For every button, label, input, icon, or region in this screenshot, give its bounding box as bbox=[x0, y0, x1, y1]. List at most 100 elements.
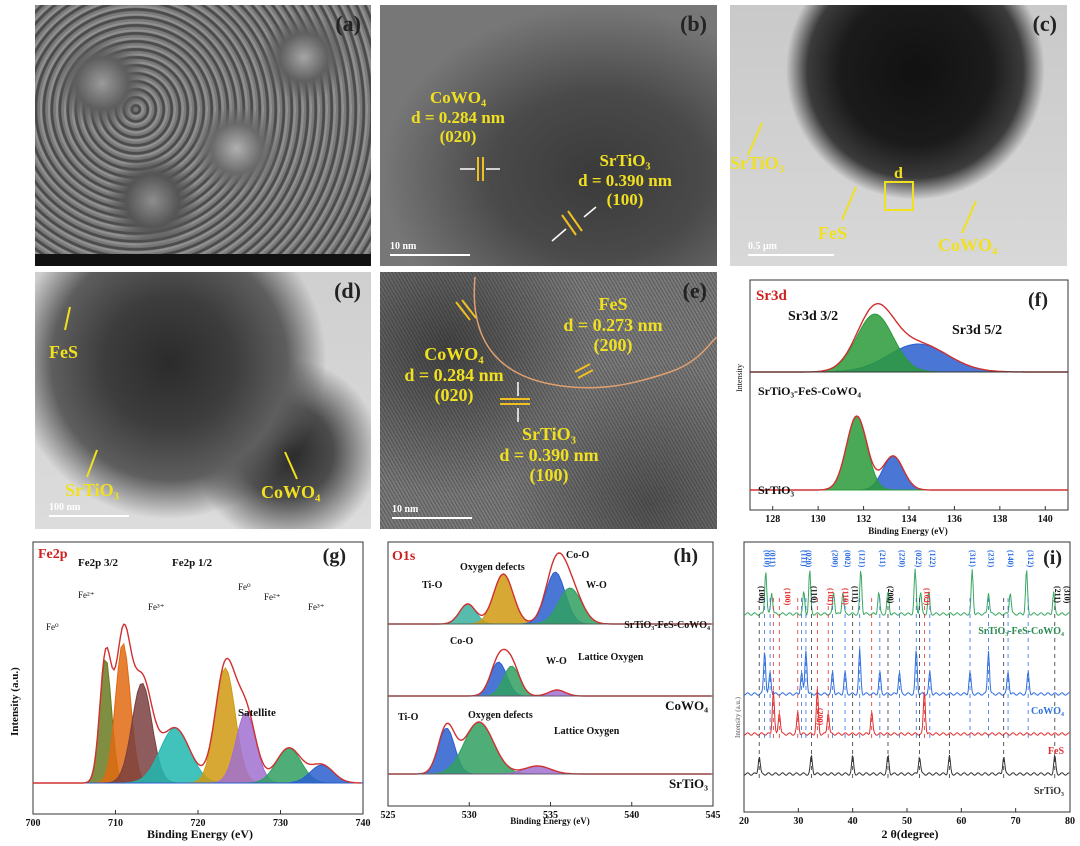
srtio3-annotation: SrTiO₃ d = 0.390 nm (100) bbox=[484, 424, 614, 486]
fe2p-chart: 700 710 720 730 740 Fe2p (g) Fe2p 3/2 Fe2p 1… bbox=[9, 541, 371, 841]
xrd-chart: (010)(011) (111)(020) (200) (002) (121) (211)… bbox=[734, 541, 1075, 841]
fe2p-x-tick-label: 730 bbox=[273, 818, 288, 829]
srtio3-label: SrTiO₃ bbox=[599, 151, 651, 170]
sample-label-composite: SrTiO₃-FeS-CoWO₄ bbox=[758, 384, 861, 398]
fes-label: FeS bbox=[598, 294, 628, 314]
fe3plus-label-a: Fe³⁺ bbox=[148, 602, 165, 612]
panel-label: (b) bbox=[680, 11, 707, 36]
sample-label-srtio3: SrTiO₃ bbox=[758, 483, 794, 497]
scale-bar: 0.5 μm bbox=[748, 241, 834, 256]
panel-label: (i) bbox=[1043, 547, 1062, 569]
satellite-peak-2 bbox=[33, 764, 364, 784]
cowo4-d-spacing: d = 0.284 nm bbox=[411, 107, 505, 127]
cowo4-annotation: CoWO₄ d = 0.284 nm (020) bbox=[394, 344, 514, 406]
fes-label: FeS bbox=[818, 223, 847, 243]
sr3d-chart: 128 130 132 134 136 138 140 Sr3d (f) Sr3d 3/2 … bbox=[735, 279, 1069, 536]
sr3d-x-tick-label: 138 bbox=[992, 514, 1007, 525]
sample-label-fes: FeS bbox=[1048, 746, 1065, 757]
sr3d52-peak-srtio3 bbox=[750, 455, 1068, 491]
fes-hkl-label: (100) bbox=[783, 588, 792, 606]
chart-title: Fe2p bbox=[38, 547, 68, 562]
y-axis-label: Intensity (a.u.) bbox=[734, 696, 742, 738]
fes-label: FeS bbox=[49, 342, 78, 362]
cowo4-hkl-label: (020) bbox=[804, 550, 813, 568]
panel-label: (e) bbox=[682, 278, 707, 303]
xrd-pattern-2 bbox=[743, 688, 1070, 736]
chart-title: Sr3d bbox=[756, 288, 788, 304]
xrd-x-tick-label: 30 bbox=[793, 816, 803, 827]
panel-c-tem-image: (c) SrTiO₃ FeS d CoWO₄ 0.5 μm bbox=[730, 5, 1067, 266]
sample-label-composite: SrTiO₃-FeS-CoWO₄ bbox=[624, 620, 710, 631]
srtio3-label: SrTiO₃ bbox=[730, 153, 785, 173]
srtio3-hkl: (100) bbox=[529, 465, 569, 486]
xrd-x-tick-label: 70 bbox=[1011, 816, 1021, 827]
fe0-label-a: Fe⁰ bbox=[46, 622, 59, 632]
y-axis-label: Intensity bbox=[735, 364, 744, 392]
o1s-x-tick-label: 545 bbox=[706, 810, 721, 821]
y-axis-label: Intensity (a.u.) bbox=[9, 667, 21, 736]
arrows bbox=[747, 122, 977, 234]
peak-label-co-o-2: Co-O bbox=[450, 636, 474, 647]
xrd-x-tick-label: 40 bbox=[848, 816, 858, 827]
peak-label-ti-o-1: Ti-O bbox=[422, 580, 443, 591]
sr3d-x-tick-label: 134 bbox=[902, 514, 917, 525]
peak-label-sr3d32: Sr3d 3/2 bbox=[788, 309, 838, 324]
cowo4-hkl-label: (002) bbox=[843, 550, 852, 568]
fe2p-x-tick-label: 710 bbox=[108, 818, 123, 829]
cowo4-label: CoWO₄ bbox=[938, 235, 998, 255]
peak-label-co-o-1: Co-O bbox=[566, 550, 590, 561]
panel-label: (h) bbox=[674, 545, 698, 567]
x-axis-label: Binding Energy (eV) bbox=[868, 526, 948, 536]
peak-label-lattice-oxygen-2: Lattice Oxygen bbox=[578, 652, 644, 663]
cowo4-hkl-label: (311) bbox=[968, 550, 977, 567]
scale-bar: 10 nm bbox=[390, 241, 470, 256]
sr3d-x-tick-label: 128 bbox=[765, 514, 780, 525]
cowo4-hkl-label: (200) bbox=[831, 550, 840, 568]
fes-hkl-label: (103) bbox=[922, 588, 931, 606]
fe3plus-label-b: Fe³⁺ bbox=[308, 602, 325, 612]
panel-a-sem-image: (a) bbox=[35, 5, 371, 266]
srtio3-hkl-label: (200) bbox=[886, 586, 895, 604]
srtio3-label: SrTiO₃ bbox=[65, 480, 120, 500]
fes-hkl: (200) bbox=[593, 335, 633, 356]
panel-i-xrd: (010) (011) (111) (020) (200) (002) (121) (211)… bbox=[730, 538, 1080, 846]
panel-f-sr3d-xps: 128 130 132 134 136 138 140 Sr3d (f) Sr3d 3/2 … bbox=[730, 272, 1072, 540]
o1s-x-tick-label: 540 bbox=[624, 810, 639, 821]
srtio3-hkl-label: (310) bbox=[1063, 586, 1072, 604]
sample-label-composite: SrTiO₃-FeS-CoWO₄ bbox=[978, 626, 1064, 637]
cowo4-hkl-label: (211) bbox=[878, 550, 887, 567]
scale-bar-label: 100 nm bbox=[49, 502, 81, 513]
srtio3-hkl-label: (211) bbox=[1053, 586, 1062, 603]
scale-bar-label: 0.5 μm bbox=[748, 241, 777, 252]
cowo4-hkl-label: (010) bbox=[763, 550, 772, 568]
sr3d-x-tick-label: 140 bbox=[1038, 514, 1053, 525]
cowo4-annotation: CoWO₄ d = 0.284 nm (020) bbox=[398, 88, 518, 147]
cowo4-hkl: (020) bbox=[434, 385, 474, 406]
fes-hkl-label: (101) bbox=[826, 588, 835, 606]
fes-hkl-label: (200) bbox=[815, 708, 824, 726]
sr3d-x-tick-label: 136 bbox=[947, 514, 962, 525]
peak-label-oxygen-defects-3: Oxygen defects bbox=[468, 710, 533, 721]
sem-info-bar bbox=[35, 254, 371, 266]
fes-d-spacing: d = 0.273 nm bbox=[563, 314, 663, 335]
panel-g-fe2p-xps: 700 710 720 730 740 Fe2p (g) Fe2p 3/2 Fe2p 1… bbox=[0, 538, 375, 846]
xrd-pattern-0 bbox=[743, 568, 1070, 616]
peak-label-oxygen-defects-1: Oxygen defects bbox=[460, 562, 525, 573]
fe2p12-label: Fe2p 1/2 bbox=[172, 557, 213, 569]
panel-b-hrtem-image: (b) CoWO₄ d = 0.284 nm (020) SrTiO₃ d = … bbox=[380, 5, 717, 266]
cowo4-hkl-label: (312) bbox=[1026, 550, 1035, 568]
cowo4-hkl-label: (011) bbox=[768, 550, 777, 567]
fe2p32-label: Fe2p 3/2 bbox=[78, 557, 119, 569]
cowo4-label: CoWO₄ bbox=[429, 88, 487, 107]
peak-label-ti-o-3: Ti-O bbox=[398, 712, 419, 723]
scale-bar-label: 10 nm bbox=[390, 241, 417, 252]
cowo4-hkl-label: (220) bbox=[897, 550, 906, 568]
fe2plus-label-b: Fe²⁺ bbox=[264, 592, 281, 602]
region-d-label: d bbox=[894, 165, 903, 182]
sr3d-x-tick-label: 130 bbox=[811, 514, 826, 525]
o1s-x-tick-label: 525 bbox=[381, 810, 396, 821]
panel-d-tem-image: (d) FeS SrTiO₃ CoWO₄ 100 nm bbox=[35, 272, 371, 529]
panel-label: (g) bbox=[323, 545, 346, 567]
fe2p-x-tick-label: 740 bbox=[356, 818, 371, 829]
peak-label-sr3d52: Sr3d 5/2 bbox=[952, 323, 1002, 338]
